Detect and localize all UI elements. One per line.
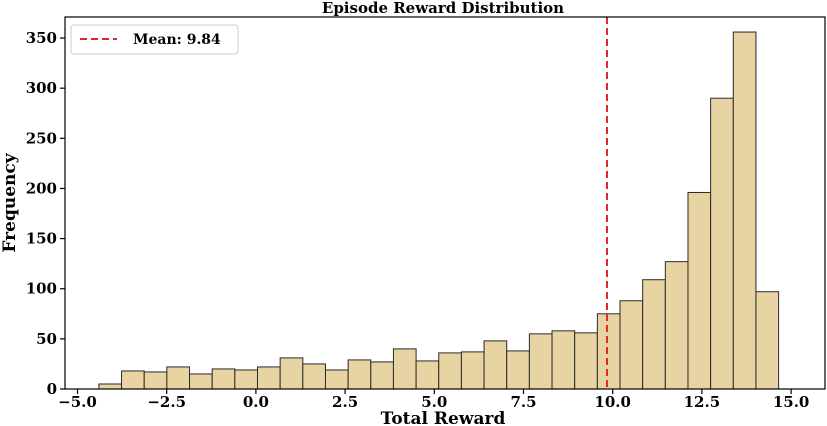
histogram-bar (143, 371, 168, 390)
y-tick-label: 300 (26, 79, 57, 97)
x-tick-label: 0.0 (243, 393, 269, 411)
y-tick-label: 50 (36, 330, 57, 348)
x-tick-label: −2.5 (147, 393, 186, 411)
histogram-bar (710, 97, 734, 390)
x-tick-label: 7.5 (510, 393, 536, 411)
histogram-bar (551, 330, 576, 390)
x-axis-ticks: −5.0 −2.5 0.0 2.5 5.0 7.5 10.0 12.5 15.0 (58, 389, 809, 411)
x-tick-label: 15.0 (773, 393, 810, 411)
histogram-bar (234, 369, 258, 390)
histogram-bar (256, 366, 281, 390)
y-tick-label: 150 (26, 230, 57, 248)
y-axis-label: Frequency (0, 152, 20, 252)
x-tick-label: 5.0 (421, 393, 447, 411)
histogram-bar (121, 370, 145, 390)
y-tick-label: 200 (26, 179, 57, 197)
histogram-bar (392, 348, 417, 390)
legend-box (70, 24, 239, 55)
histogram-bar (732, 31, 757, 390)
histogram-bar (642, 279, 666, 390)
histogram-bar (189, 373, 213, 390)
histogram-bar (506, 350, 530, 390)
histogram-bar (370, 361, 394, 390)
legend: Mean: 9.84 (70, 24, 239, 55)
histogram-bar (347, 359, 372, 390)
histogram-bar (415, 360, 440, 390)
y-axis-ticks: 0 50 100 150 200 250 300 350 (26, 29, 65, 398)
histogram-bar (324, 369, 349, 390)
x-axis-label: Total Reward (381, 409, 506, 426)
histogram-bar (687, 191, 712, 390)
histogram-bar (279, 357, 304, 390)
histogram-bar (98, 383, 123, 390)
legend-mean-label: Mean: 9.84 (133, 32, 221, 48)
histogram-bar (619, 300, 644, 390)
plot-frame (64, 16, 826, 390)
histogram-bar (483, 340, 508, 390)
x-tick-label: −5.0 (58, 393, 97, 411)
y-tick-label: 0 (47, 380, 57, 398)
chart-title: Episode Reward Distribution (322, 0, 564, 17)
histogram-bar (528, 333, 553, 390)
x-tick-label: 12.5 (684, 393, 721, 411)
histogram-bar (664, 261, 689, 390)
y-tick-label: 250 (26, 129, 57, 147)
histogram-bar (438, 352, 462, 390)
y-tick-label: 100 (26, 280, 57, 298)
histogram-bar (302, 363, 326, 390)
histogram-bar (166, 366, 191, 390)
x-tick-label: 2.5 (332, 393, 358, 411)
histogram-bar (211, 368, 236, 390)
bars-group (98, 31, 780, 390)
x-tick-label: 10.0 (594, 393, 631, 411)
y-tick-label: 350 (26, 29, 57, 47)
histogram-bar (755, 291, 780, 390)
histogram-bar (596, 313, 621, 390)
histogram-bar (460, 351, 485, 390)
axes (64, 16, 826, 390)
histogram-bar (574, 332, 598, 390)
